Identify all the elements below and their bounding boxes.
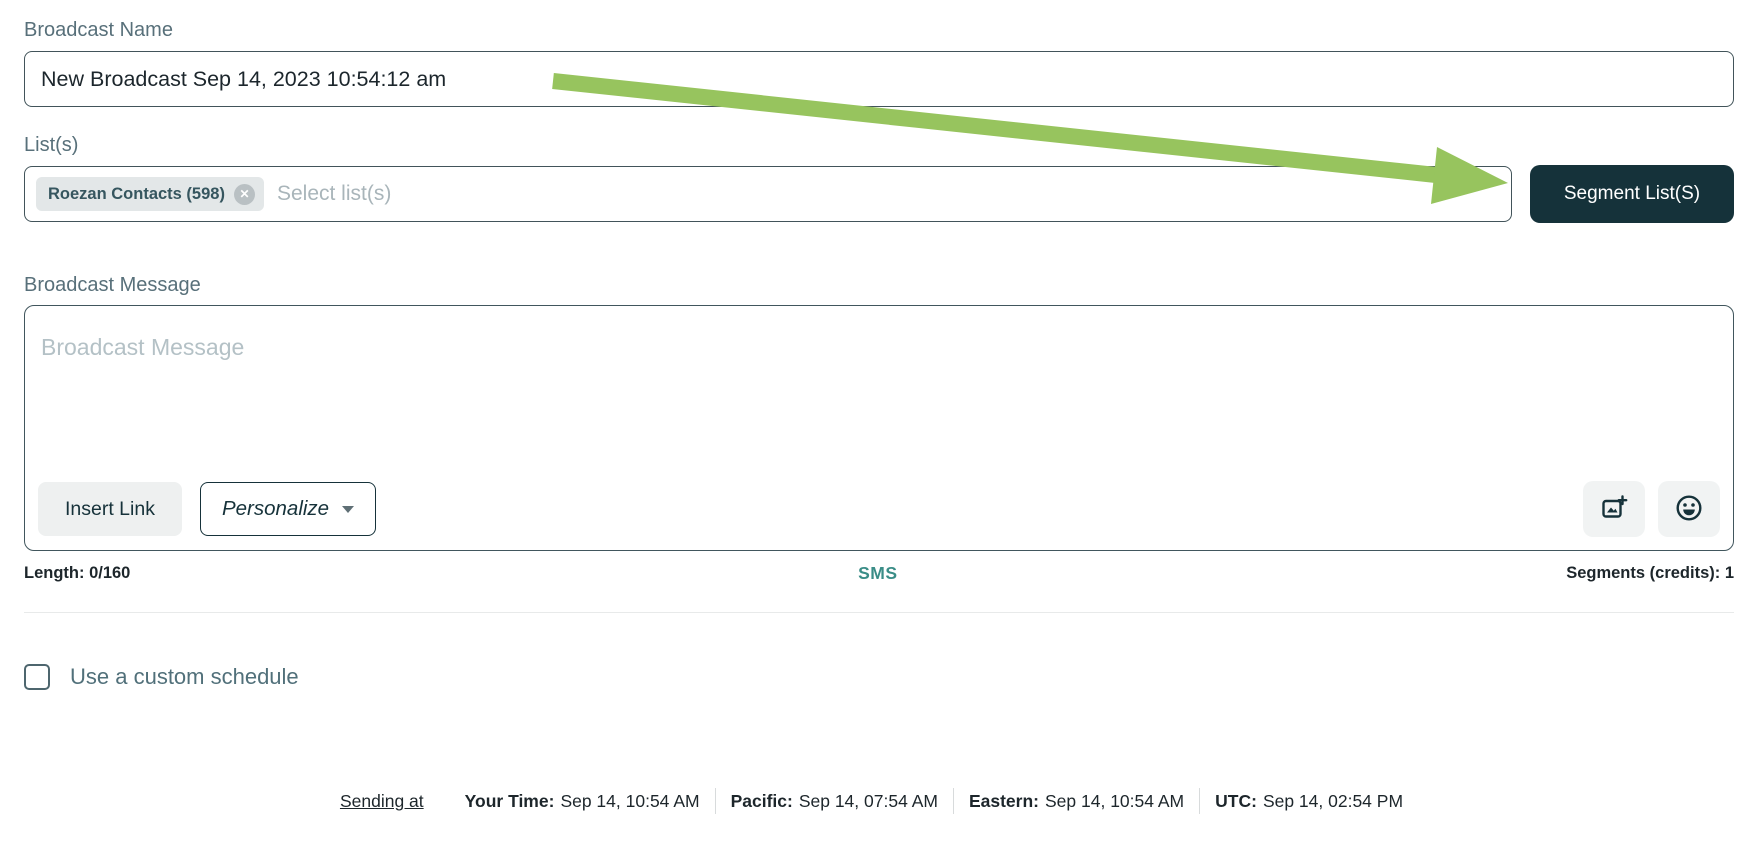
sending-at-link[interactable]: Sending at	[339, 790, 424, 811]
message-toolbar: Insert Link Personalize	[38, 481, 1720, 537]
broadcast-message-label: Broadcast Message	[24, 274, 201, 296]
personalize-dropdown-button[interactable]: Personalize	[199, 482, 377, 536]
time-separator	[1199, 788, 1201, 814]
close-icon[interactable]: ✕	[233, 183, 255, 205]
timezone-value: Sep 14, 07:54 AM	[798, 790, 938, 811]
time-separator	[952, 788, 954, 814]
personalize-label: Personalize	[221, 497, 330, 520]
timezone-label: Eastern:	[968, 790, 1039, 811]
emoji-button[interactable]	[1658, 481, 1720, 537]
broadcast-name-input[interactable]	[24, 51, 1734, 107]
timezone-time: Eastern: Sep 14, 10:54 AM	[954, 791, 1199, 812]
broadcast-name-label: Broadcast Name	[24, 19, 173, 41]
timezone-time: Your Time: Sep 14, 10:54 AM	[450, 791, 715, 812]
list-select-input[interactable]: Roezan Contacts (598) ✕ Select list(s)	[24, 166, 1512, 222]
timezone-value: Sep 14, 10:54 AM	[1045, 790, 1185, 811]
lists-label: List(s)	[24, 134, 79, 156]
timezone-label: UTC:	[1215, 790, 1257, 811]
segments-counter: Segments (credits): 1	[1566, 564, 1734, 582]
broadcast-message-placeholder: Broadcast Message	[41, 334, 245, 360]
custom-schedule-label: Use a custom schedule	[70, 664, 299, 689]
add-image-button[interactable]	[1583, 481, 1645, 537]
segment-list-button[interactable]: Segment List(S)	[1530, 165, 1734, 223]
insert-link-button[interactable]: Insert Link	[38, 482, 182, 536]
message-stats-row: Length: 0/160 SMS Segments (credits): 1	[24, 563, 1734, 583]
emoji-smiley-icon	[1674, 493, 1704, 526]
list-select-placeholder: Select list(s)	[276, 182, 392, 205]
timezone-value: Sep 14, 02:54 PM	[1262, 790, 1404, 811]
timezone-label: Pacific:	[730, 790, 793, 811]
time-separator	[714, 788, 716, 814]
sending-times-footer: Sending at Your Time: Sep 14, 10:54 AM Pac…	[24, 788, 1734, 814]
channel-badge: SMS	[858, 563, 898, 583]
custom-schedule-checkbox[interactable]	[24, 664, 50, 690]
timezone-value: Sep 14, 10:54 AM	[560, 790, 700, 811]
custom-schedule-toggle[interactable]: Use a custom schedule	[24, 664, 1734, 690]
timezone-times-list: Your Time: Sep 14, 10:54 AM Pacific: Sep 14…	[450, 788, 1418, 814]
broadcast-message-textarea[interactable]: Broadcast Message Insert Link Personaliz…	[24, 305, 1734, 551]
selected-list-chip: Roezan Contacts (598) ✕	[36, 177, 264, 211]
section-divider	[24, 612, 1734, 613]
length-counter: Length: 0/160	[24, 564, 131, 582]
timezone-time: UTC: Sep 14, 02:54 PM	[1200, 791, 1418, 812]
timezone-label: Your Time:	[464, 790, 555, 811]
timezone-time: Pacific: Sep 14, 07:54 AM	[716, 791, 953, 812]
selected-list-chip-label: Roezan Contacts (598)	[48, 184, 225, 203]
broadcast-form: Broadcast Name List(s) Roezan Contacts (…	[24, 19, 1734, 814]
caret-down-icon	[342, 505, 355, 513]
add-image-icon	[1600, 494, 1628, 525]
